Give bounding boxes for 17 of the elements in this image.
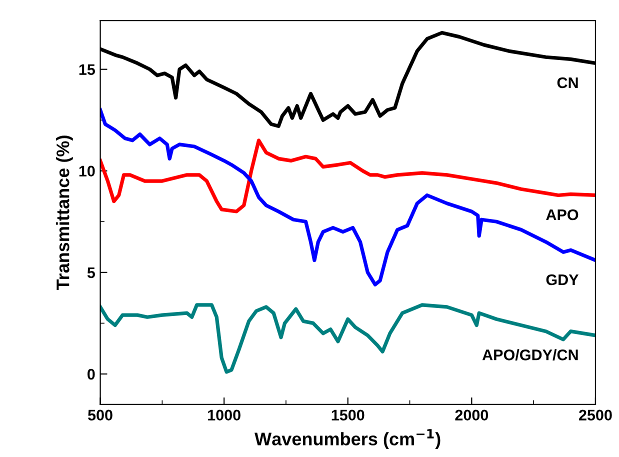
y-tick-label: 10	[79, 166, 95, 177]
x-axis-title: Wavenumbers (cm$^{−1}$)	[254, 429, 440, 449]
y-tick-label: 0	[88, 368, 95, 380]
line-series	[100, 303, 596, 374]
series-label: APO/GDY/CN	[482, 349, 578, 360]
y-tick-label: 15	[79, 64, 95, 75]
line-series	[100, 108, 596, 286]
x-tick-label: 500	[88, 410, 112, 421]
series-label: GDY	[546, 274, 579, 286]
series-label: APO	[546, 209, 578, 220]
x-tick-label: 1500	[332, 410, 364, 421]
y-tick-label: 5	[87, 267, 95, 278]
x-tick-label: 2500	[579, 410, 612, 421]
x-tick-label: 2000	[455, 410, 488, 421]
y-axis-title: Transmittance (%)	[56, 136, 73, 290]
series-label: CN	[557, 77, 578, 88]
x-tick-label: 1000	[208, 410, 240, 421]
